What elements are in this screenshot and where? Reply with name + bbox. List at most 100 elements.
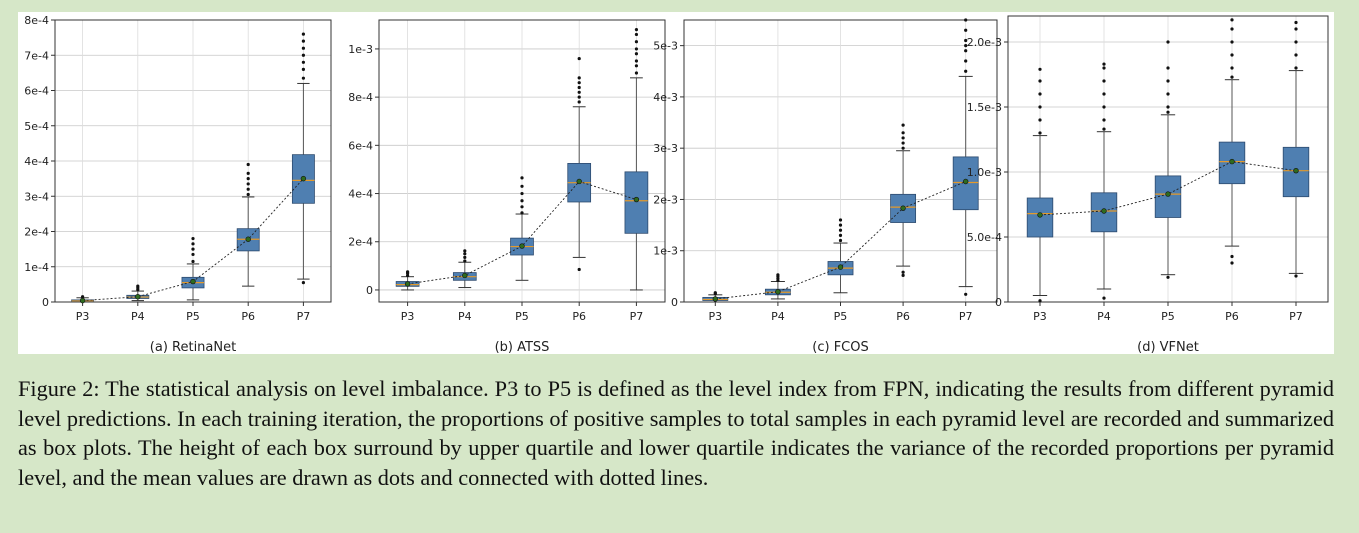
y-tick-label: 1e-3 bbox=[653, 245, 678, 258]
outlier-point bbox=[1166, 275, 1170, 279]
y-tick-label: 0 bbox=[995, 296, 1002, 309]
x-tick-label: P6 bbox=[572, 310, 586, 323]
outlier-point bbox=[301, 67, 305, 71]
outlier-point bbox=[1038, 118, 1042, 122]
chart-3: 0 5.0e-4 1.0e-3 1.5e-3 2.0e-3 P3 P4 P5 P6 P7 (d) V… bbox=[967, 15, 1329, 354]
outlier-point bbox=[463, 252, 467, 256]
box-P5 bbox=[510, 176, 534, 281]
outlier-point bbox=[406, 270, 410, 274]
outlier-point bbox=[1166, 40, 1170, 44]
outlier-point bbox=[901, 131, 905, 135]
chart-0: 0 1e-4 2e-4 3e-4 4e-4 5e-4 6e-4 7e-4 8e-4 P3 P4 P5 P… bbox=[24, 14, 332, 354]
y-tick-label: 4e-3 bbox=[653, 91, 678, 104]
iqr-box bbox=[890, 193, 917, 223]
y-tick-label: 1.5e-3 bbox=[967, 101, 1002, 114]
outlier-point bbox=[463, 255, 467, 260]
box-P6 bbox=[1218, 18, 1246, 265]
outlier-point bbox=[776, 273, 780, 277]
outlier-point bbox=[1038, 131, 1042, 135]
x-tick-label: P7 bbox=[297, 310, 311, 323]
y-tick-label: 5e-3 bbox=[653, 40, 678, 53]
outlier-point bbox=[634, 40, 639, 44]
outlier-point bbox=[301, 60, 305, 64]
outlier-point bbox=[1230, 261, 1234, 265]
outlier-point bbox=[964, 59, 968, 63]
outlier-point bbox=[1166, 92, 1170, 96]
mean-point bbox=[837, 264, 844, 270]
outlier-point bbox=[1102, 105, 1106, 109]
outlier-point bbox=[1102, 66, 1106, 70]
iqr-box bbox=[624, 171, 649, 234]
outlier-point bbox=[634, 71, 639, 75]
outlier-point bbox=[1038, 105, 1042, 109]
outlier-point bbox=[964, 28, 968, 32]
outlier-point bbox=[838, 238, 843, 243]
y-tick-label: 2e-3 bbox=[653, 193, 678, 206]
y-tick-label: 0 bbox=[366, 284, 373, 297]
x-tick-label: P4 bbox=[771, 310, 785, 323]
figure-caption: Figure 2: The statistical analysis on le… bbox=[18, 376, 1334, 490]
x-tick-label: P5 bbox=[1161, 310, 1175, 323]
outlier-point bbox=[246, 182, 250, 186]
outlier-point bbox=[1230, 18, 1234, 22]
outlier-point bbox=[577, 100, 581, 104]
outlier-point bbox=[634, 64, 639, 68]
outlier-point bbox=[191, 236, 195, 241]
y-tick-label: 2e-4 bbox=[24, 226, 49, 239]
outlier-point bbox=[1294, 40, 1298, 44]
outlier-point bbox=[1102, 62, 1106, 66]
mean-point bbox=[633, 196, 640, 203]
outlier-point bbox=[301, 46, 305, 50]
outlier-point bbox=[964, 38, 968, 43]
x-tick-label: P3 bbox=[76, 310, 90, 323]
box-P7 bbox=[952, 18, 979, 296]
box-P4 bbox=[1090, 62, 1118, 300]
mean-point bbox=[1229, 158, 1235, 165]
outlier-point bbox=[1294, 27, 1298, 31]
x-tick-label: P4 bbox=[1097, 310, 1111, 323]
box-P4 bbox=[764, 273, 791, 300]
outlier-point bbox=[1230, 66, 1234, 70]
outlier-point bbox=[838, 228, 843, 232]
mean-point bbox=[1037, 212, 1043, 218]
outlier-point bbox=[964, 292, 968, 296]
outlier-point bbox=[301, 76, 305, 80]
outlier-point bbox=[1294, 20, 1298, 25]
outlier-point bbox=[901, 270, 905, 274]
outlier-point bbox=[1038, 92, 1042, 96]
chart-subtitle: (c) FCOS bbox=[812, 340, 868, 354]
outlier-point bbox=[246, 192, 250, 197]
outlier-point bbox=[1294, 66, 1298, 70]
x-tick-label: P7 bbox=[1289, 310, 1303, 323]
y-tick-label: 0 bbox=[42, 296, 49, 309]
outlier-point bbox=[463, 259, 467, 263]
outlier-point bbox=[577, 85, 581, 90]
box-P5 bbox=[827, 218, 854, 294]
x-tick-label: P5 bbox=[186, 310, 200, 323]
outlier-point bbox=[1038, 79, 1042, 83]
outlier-point bbox=[81, 295, 85, 299]
box-P7 bbox=[624, 28, 649, 291]
outlier-point bbox=[1230, 40, 1234, 44]
outlier-point bbox=[577, 267, 581, 272]
y-tick-label: 6e-4 bbox=[24, 85, 49, 98]
mean-point bbox=[300, 175, 307, 182]
mean-point bbox=[404, 281, 411, 287]
outlier-point bbox=[520, 205, 524, 209]
outlier-point bbox=[406, 273, 410, 278]
y-tick-label: 5.0e-4 bbox=[967, 231, 1002, 244]
outlier-point bbox=[1102, 118, 1106, 122]
chart-subtitle: (d) VFNet bbox=[1137, 340, 1199, 354]
outlier-point bbox=[1230, 254, 1234, 259]
mean-line bbox=[407, 180, 637, 285]
mean-point bbox=[135, 294, 141, 300]
outlier-point bbox=[520, 199, 524, 203]
x-tick-label: P6 bbox=[241, 310, 255, 323]
outlier-point bbox=[1102, 127, 1106, 131]
outlier-point bbox=[301, 32, 305, 36]
x-tick-label: P3 bbox=[1033, 310, 1047, 323]
chart-2: 0 1e-3 2e-3 3e-3 4e-3 5e-3 P3 P4 P5 P6 P7 (c) FCOS bbox=[653, 18, 998, 354]
outlier-point bbox=[191, 247, 195, 251]
x-tick-label: P7 bbox=[630, 310, 644, 323]
mean-point bbox=[245, 236, 251, 242]
